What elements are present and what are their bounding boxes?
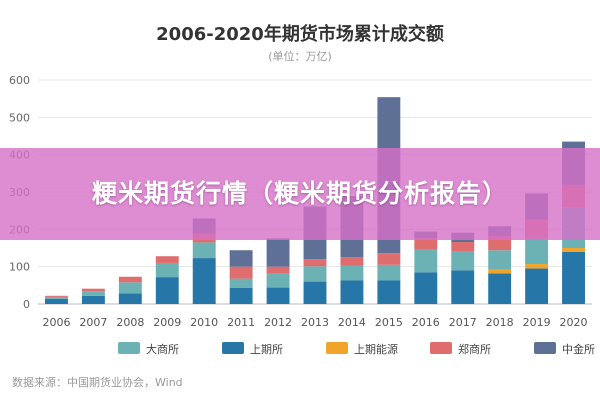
x-tick-label: 2020: [560, 316, 588, 329]
bar-segment: [229, 287, 253, 304]
bar-segment: [525, 264, 549, 269]
y-tick-label: 100: [9, 261, 30, 274]
legend-swatch: [118, 342, 140, 354]
bar-segment: [562, 248, 585, 252]
legend: 大商所 上期所 上期能源 郑商所 中金所: [118, 342, 595, 356]
bar-segment: [155, 256, 179, 263]
bar-segment: [81, 291, 105, 296]
legend-label: 上期所: [250, 343, 283, 356]
bar-segment: [414, 238, 438, 250]
x-tick-label: 2019: [523, 316, 551, 329]
x-tick-label: 2018: [486, 316, 514, 329]
y-tick-label: 500: [9, 111, 30, 124]
x-tick-label: 2015: [375, 316, 403, 329]
legend-label: 郑商所: [458, 342, 491, 356]
bar-segment: [525, 238, 549, 265]
bar-segment: [192, 242, 216, 259]
legend-label: 中金所: [562, 342, 595, 356]
bar-segment: [303, 281, 327, 304]
bar-segment: [266, 287, 290, 304]
bar-segment: [414, 272, 438, 304]
chart-title: 2006-2020年期货市场累计成交额: [156, 23, 444, 45]
legend-label: 上期能源: [354, 342, 398, 356]
bar-segment: [488, 250, 512, 270]
legend-swatch: [534, 342, 556, 354]
bar-segment: [451, 242, 475, 251]
bar-segment: [377, 280, 401, 304]
x-axis-ticks: 2006 2007 2008 2009 2010 2011 2012 2013 2014 2015…: [42, 316, 587, 329]
bar-segment: [155, 277, 179, 304]
y-tick-label: 600: [9, 74, 30, 87]
bar-segment: [303, 266, 327, 282]
x-tick-label: 2012: [264, 316, 292, 329]
bar-segment: [118, 293, 142, 304]
x-tick-label: 2014: [338, 316, 366, 329]
bar-segment: [414, 249, 438, 273]
bar-segment: [340, 280, 364, 304]
x-tick-label: 2010: [190, 316, 218, 329]
bar-segment: [340, 257, 364, 266]
legend-swatch: [430, 342, 452, 354]
bar-segment: [525, 268, 549, 304]
bar-segment: [155, 262, 179, 278]
headline-text: 粳米期货行情（粳米期货分析报告）: [91, 179, 508, 208]
bar-segment: [451, 270, 475, 304]
bar-segment: [303, 259, 327, 267]
x-tick-label: 2016: [412, 316, 440, 329]
x-tick-label: 2007: [79, 316, 107, 329]
bar-segment: [562, 251, 585, 304]
bar-segment: [340, 265, 364, 281]
bar-segment: [45, 298, 68, 304]
legend-label: 大商所: [146, 342, 179, 356]
x-tick-label: 2008: [116, 316, 144, 329]
headline-banner: 粳米期货行情（粳米期货分析报告）: [0, 148, 600, 240]
legend-swatch: [326, 342, 348, 354]
x-tick-label: 2017: [449, 316, 477, 329]
bar-segment: [488, 273, 512, 304]
bar-segment: [192, 258, 216, 304]
bar-segment: [81, 295, 105, 304]
bar-segment: [377, 253, 401, 265]
bar-segment: [45, 296, 68, 299]
bar-segment: [118, 282, 142, 294]
bar-segment: [266, 238, 290, 267]
bar-segment: [229, 250, 253, 267]
bar-segment: [266, 266, 290, 274]
bar-segment: [488, 269, 512, 274]
bar-segment: [451, 250, 475, 271]
bar-segment: [81, 288, 105, 292]
bar-segment: [229, 266, 253, 279]
bar-segment: [377, 264, 401, 281]
chart-subtitle: (单位：万亿): [268, 49, 332, 63]
x-tick-label: 2006: [42, 316, 70, 329]
x-tick-label: 2013: [301, 316, 329, 329]
y-tick-label: 0: [23, 298, 30, 311]
bar-segment: [266, 273, 290, 288]
bar-segment: [45, 295, 68, 297]
bar-segment: [229, 278, 253, 288]
x-tick-label: 2009: [153, 316, 181, 329]
bar-segment: [118, 276, 142, 283]
legend-swatch: [222, 342, 244, 354]
source-note: 数据来源：中国期货业协会，Wind: [12, 375, 183, 389]
x-tick-label: 2011: [227, 316, 255, 329]
